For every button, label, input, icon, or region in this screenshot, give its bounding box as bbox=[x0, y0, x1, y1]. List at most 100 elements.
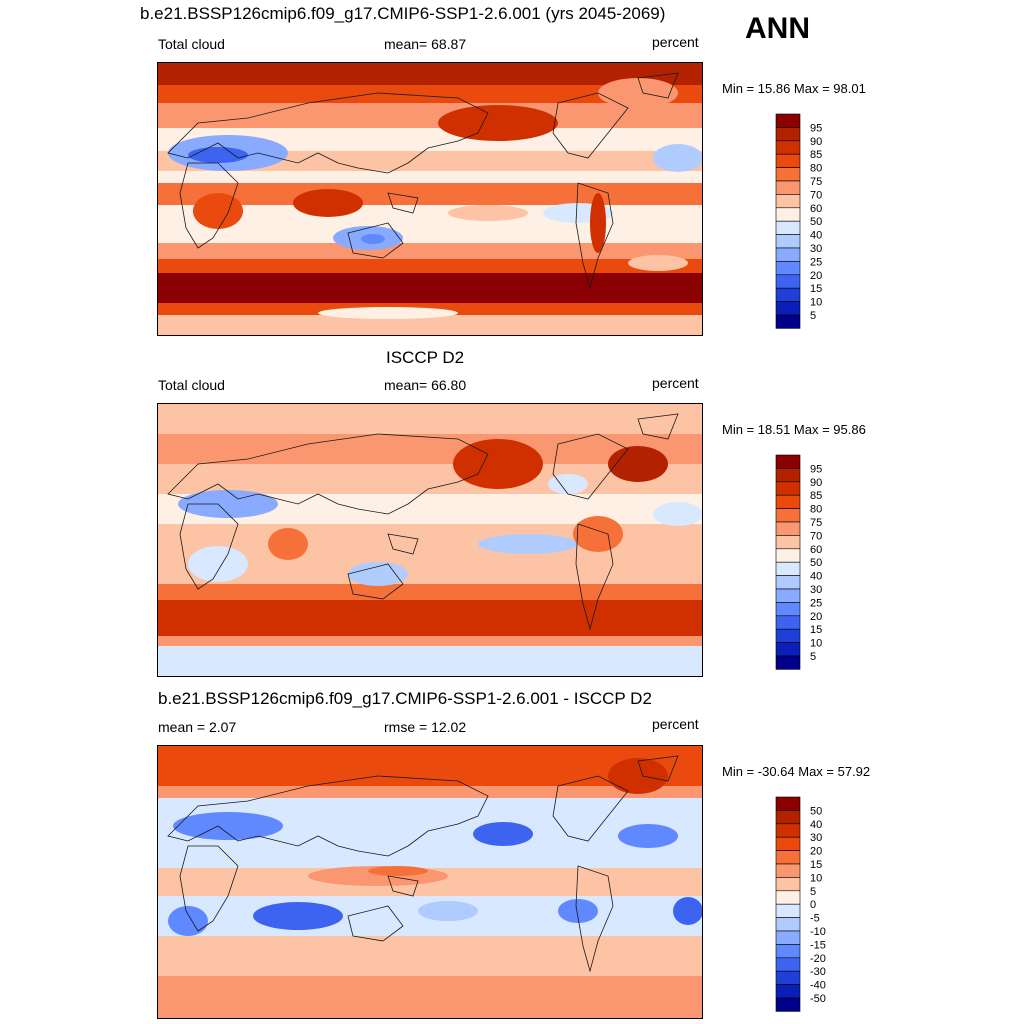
colorbar-tick-label: 40 bbox=[810, 819, 822, 831]
panel-1-title: b.e21.BSSP126cmip6.f09_g17.CMIP6-SSP1-2.… bbox=[140, 4, 666, 23]
colorbar-swatch bbox=[775, 823, 801, 838]
colorbar-tick-label: 75 bbox=[810, 176, 822, 188]
colorbar-swatch bbox=[775, 588, 801, 603]
season-label: ANN bbox=[745, 12, 810, 45]
colorbar-tick-label: 85 bbox=[810, 149, 822, 161]
colorbar-swatch bbox=[775, 454, 801, 469]
colorbar-swatch bbox=[775, 957, 801, 972]
colorbar-swatch bbox=[775, 997, 801, 1012]
colorbar-swatch bbox=[775, 561, 801, 576]
colorbar-tick-label: -10 bbox=[810, 926, 826, 938]
panel-2-map bbox=[157, 403, 703, 677]
colorbar-swatch bbox=[775, 615, 801, 630]
colorbar-tick-label: -40 bbox=[810, 980, 826, 992]
colorbar-swatch bbox=[775, 810, 801, 825]
colorbar-tick-label: 30 bbox=[810, 243, 822, 255]
colorbar-tick-label: 60 bbox=[810, 203, 822, 215]
colorbar-swatch bbox=[775, 494, 801, 509]
colorbar-swatch bbox=[775, 113, 801, 128]
colorbar-swatch bbox=[775, 287, 801, 302]
colorbar-swatch bbox=[775, 535, 801, 550]
panel-1-mean-label: mean= 68.87 bbox=[384, 36, 467, 52]
colorbar-tick-label: 20 bbox=[810, 611, 822, 623]
colorbar-swatch bbox=[775, 877, 801, 892]
colorbar-swatch bbox=[775, 642, 801, 657]
colorbar-swatch bbox=[775, 153, 801, 168]
colorbar-tick-label: 70 bbox=[810, 189, 822, 201]
panel-3-title: b.e21.BSSP126cmip6.f09_g17.CMIP6-SSP1-2.… bbox=[158, 689, 652, 708]
colorbar-tick-label: 50 bbox=[810, 557, 822, 569]
panel-3-units-label: percent bbox=[652, 716, 699, 732]
panel-1-variable-label: Total cloud bbox=[158, 36, 225, 52]
colorbar-swatch bbox=[775, 836, 801, 851]
colorbar-swatch bbox=[775, 274, 801, 289]
panel-2-title: ISCCP D2 bbox=[386, 348, 465, 367]
colorbar-tick-label: -30 bbox=[810, 966, 826, 978]
colorbar-tick-label: 20 bbox=[810, 270, 822, 282]
colorbar-tick-label: 0 bbox=[810, 899, 816, 911]
colorbar-tick-label: 30 bbox=[810, 832, 822, 844]
colorbar-swatch bbox=[775, 655, 801, 670]
colorbar-swatch bbox=[775, 301, 801, 316]
colorbar-swatch bbox=[775, 602, 801, 617]
colorbar-tick-label: 30 bbox=[810, 584, 822, 596]
colorbar-tick-label: 95 bbox=[810, 463, 822, 475]
panel-2-variable-label: Total cloud bbox=[158, 377, 225, 393]
panel-2-units-label: percent bbox=[652, 375, 699, 391]
colorbar-tick-label: 50 bbox=[810, 805, 822, 817]
panel-1-minmax: Min = 15.86 Max = 98.01 bbox=[722, 81, 866, 96]
colorbar-tick-label: -5 bbox=[810, 913, 820, 925]
colorbar-swatch bbox=[775, 930, 801, 945]
panel-3-map-graphic bbox=[158, 746, 702, 1018]
colorbar-swatch bbox=[775, 140, 801, 155]
colorbar-tick-label: 25 bbox=[810, 597, 822, 609]
colorbar-swatch bbox=[775, 903, 801, 918]
colorbar-tick-label: 10 bbox=[810, 872, 822, 884]
colorbar-tick-label: 5 bbox=[810, 310, 816, 322]
colorbar-tick-label: 15 bbox=[810, 624, 822, 636]
colorbar-tick-label: 15 bbox=[810, 283, 822, 295]
colorbar-swatch bbox=[775, 628, 801, 643]
panel-3-colorbar: 50 40 30 20 15 10 5 0 -5 -10 -15 -20 -30 -40 -50 bbox=[775, 796, 856, 1013]
colorbar-tick-label: -50 bbox=[810, 993, 826, 1005]
colorbar-tick-label: 85 bbox=[810, 490, 822, 502]
colorbar-swatch bbox=[775, 863, 801, 878]
colorbar-swatch bbox=[775, 984, 801, 999]
colorbar-tick-label: -15 bbox=[810, 939, 826, 951]
panel-1-map-graphic bbox=[158, 63, 702, 335]
colorbar-swatch bbox=[775, 917, 801, 932]
colorbar-swatch bbox=[775, 548, 801, 563]
colorbar-tick-label: 5 bbox=[810, 651, 816, 663]
panel-1-colorbar: 95 90 85 80 75 70 60 50 40 30 25 20 15 10 5 bbox=[775, 113, 856, 330]
colorbar-swatch bbox=[775, 167, 801, 182]
colorbar-swatch bbox=[775, 481, 801, 496]
panel-3-minmax: Min = -30.64 Max = 57.92 bbox=[722, 764, 871, 779]
colorbar-swatch bbox=[775, 207, 801, 222]
colorbar-tick-label: 90 bbox=[810, 136, 822, 148]
colorbar-tick-label: 60 bbox=[810, 544, 822, 556]
panel-2-map-graphic bbox=[158, 404, 702, 676]
colorbar-swatch bbox=[775, 575, 801, 590]
colorbar-tick-label: 20 bbox=[810, 846, 822, 858]
colorbar-tick-label: 75 bbox=[810, 517, 822, 529]
colorbar-tick-label: 10 bbox=[810, 297, 822, 309]
colorbar-swatch bbox=[775, 261, 801, 276]
colorbar-swatch bbox=[775, 944, 801, 959]
colorbar-swatch bbox=[775, 508, 801, 523]
colorbar-tick-label: -20 bbox=[810, 953, 826, 965]
panel-3-map bbox=[157, 745, 703, 1019]
colorbar-swatch bbox=[775, 247, 801, 262]
colorbar-tick-label: 15 bbox=[810, 859, 822, 871]
panel-2-mean-label: mean= 66.80 bbox=[384, 377, 467, 393]
panel-1-units-label: percent bbox=[652, 34, 699, 50]
panel-1-map bbox=[157, 62, 703, 336]
panel-3-mean-label: mean = 2.07 bbox=[158, 719, 237, 735]
colorbar-tick-label: 80 bbox=[810, 504, 822, 516]
panel-2-minmax: Min = 18.51 Max = 95.86 bbox=[722, 422, 866, 437]
colorbar-swatch bbox=[775, 127, 801, 142]
colorbar-swatch bbox=[775, 970, 801, 985]
colorbar-swatch bbox=[775, 220, 801, 235]
